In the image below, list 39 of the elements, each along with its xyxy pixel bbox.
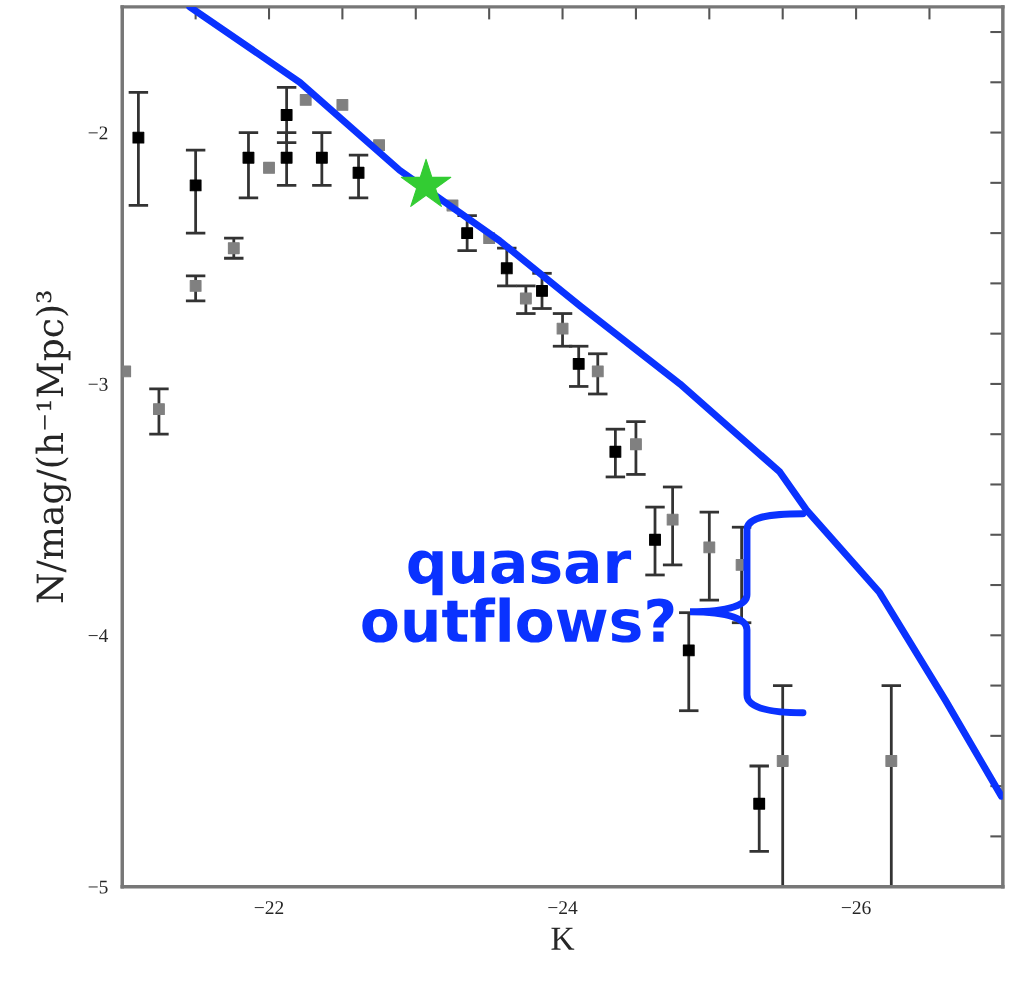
point [280, 151, 293, 164]
point [280, 109, 293, 121]
y-tick-label: −5 [88, 880, 108, 894]
x-tick-label: −26 [841, 901, 871, 915]
point [536, 284, 548, 297]
x-tick-label: −22 [254, 901, 284, 915]
point [315, 151, 328, 164]
point [189, 179, 202, 192]
point [500, 262, 513, 275]
point [461, 227, 474, 240]
point [649, 533, 661, 546]
point [556, 322, 569, 335]
annotation: quasar outflows? [362, 550, 674, 643]
x-axis-title: K [551, 927, 575, 950]
point [776, 755, 789, 767]
point [666, 513, 679, 526]
point [629, 438, 642, 451]
point [753, 797, 766, 810]
point [227, 242, 240, 255]
point [242, 151, 255, 164]
point [609, 445, 622, 458]
x-tick-label: −24 [548, 901, 578, 915]
point [153, 403, 165, 416]
y-tick-label: −3 [88, 377, 108, 391]
y-axis-title: N/mag/(h⁻¹Mpc)³ [35, 291, 72, 603]
point [572, 357, 585, 370]
point [885, 755, 898, 767]
point [336, 98, 349, 111]
point [519, 292, 532, 305]
point [263, 161, 275, 174]
point [299, 93, 312, 106]
point [682, 644, 695, 657]
point [703, 541, 716, 554]
point [591, 365, 604, 378]
y-tick-label: −4 [88, 629, 109, 643]
point [352, 166, 365, 179]
y-tick-label: −2 [88, 126, 108, 140]
point [189, 279, 202, 292]
point [132, 131, 145, 144]
